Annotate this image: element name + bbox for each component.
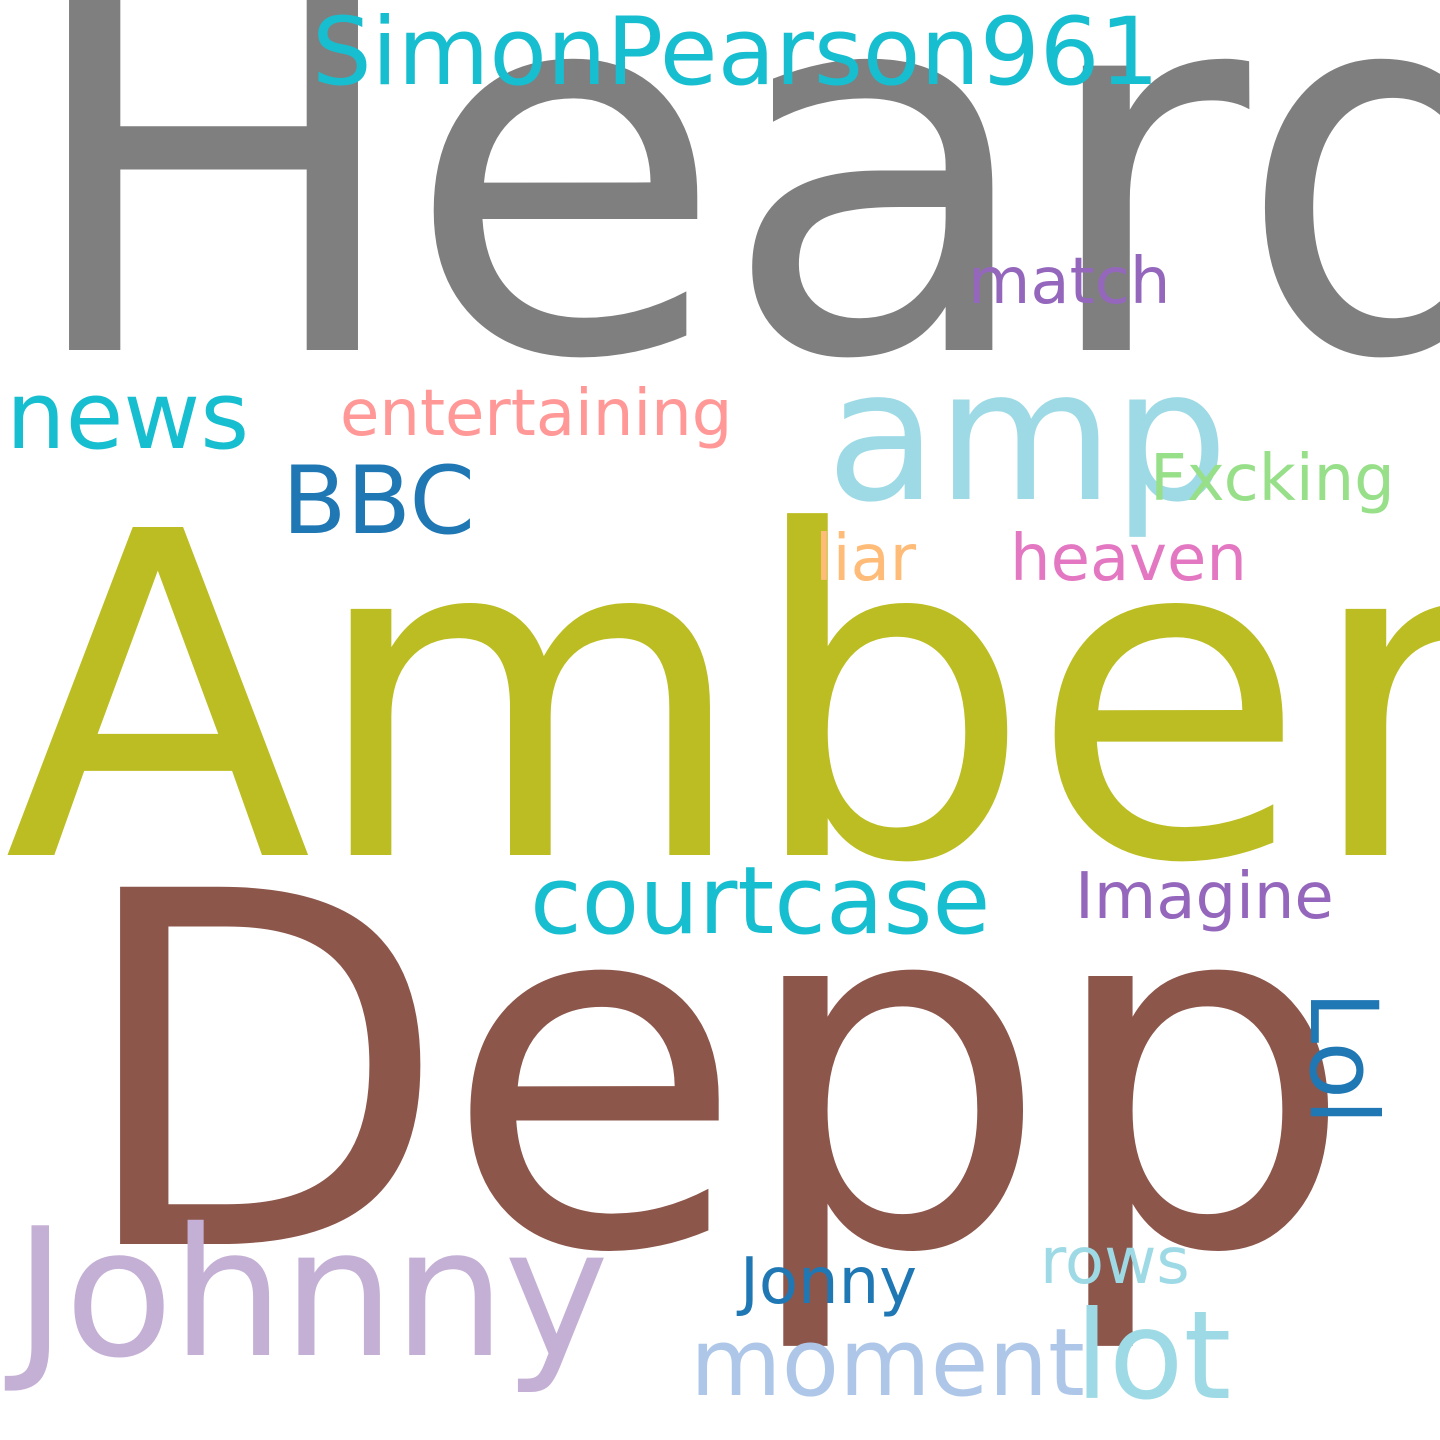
word-jonny: Jonny	[740, 1245, 918, 1319]
word-heard: Heard	[18, 0, 1440, 473]
word-heaven: heaven	[1010, 522, 1247, 596]
word-bbc: BBC	[282, 447, 475, 556]
word-liar: liar	[815, 522, 917, 596]
word-fxcking: Fxcking	[1150, 442, 1395, 516]
word-depp: Depp	[72, 789, 1355, 1360]
word-imagine: Imagine	[1075, 860, 1334, 934]
word-news: news	[6, 362, 250, 471]
word-entertaining: entertaining	[340, 377, 733, 451]
word-amp: amp	[826, 330, 1228, 542]
word-amber: Amber	[4, 438, 1440, 962]
word-johnny: Johnny	[14, 1190, 609, 1397]
word-courtcase: courtcase	[530, 847, 991, 956]
word-moment: moment	[690, 1309, 1085, 1418]
word-match: match	[968, 245, 1171, 319]
word-lol: Lol	[1288, 990, 1397, 1126]
word-lot: lot	[1075, 1285, 1232, 1427]
word-rows: rows	[1040, 1225, 1190, 1299]
word-simonpearson961: SimonPearson961	[312, 0, 1160, 107]
